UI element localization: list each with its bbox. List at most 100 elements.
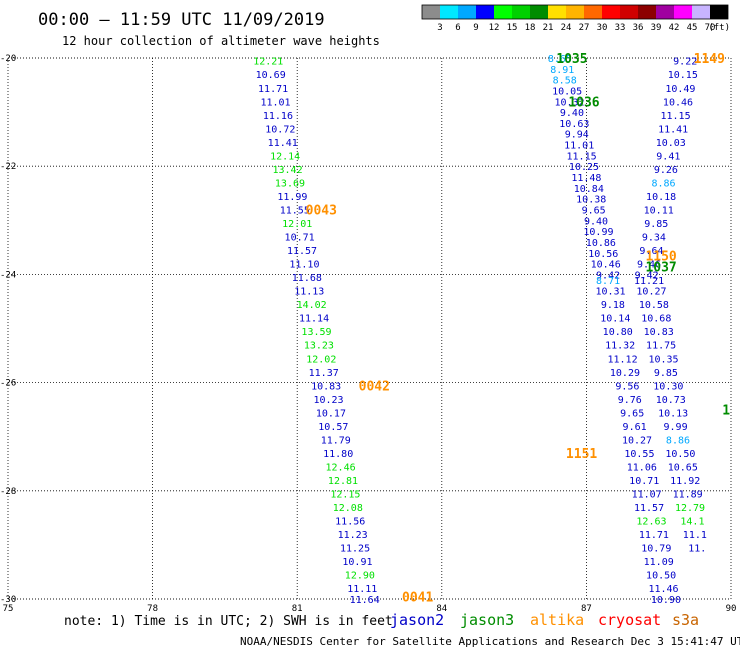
colorbar-swatch [674, 5, 692, 19]
x-tick-label: 87 [581, 604, 592, 614]
wave-height-label: 10.83 [644, 327, 674, 338]
x-tick-label: 78 [147, 604, 158, 614]
wave-height-label: 9.99 [664, 422, 688, 433]
wave-height-label: 12.90 [345, 571, 375, 582]
wave-height-label: 12.46 [326, 462, 356, 473]
wave-height-label: 9.46 [637, 260, 661, 271]
wave-height-label: 10.68 [641, 314, 671, 325]
wave-height-label: 9.41 [656, 151, 680, 162]
colorbar-swatch [422, 5, 440, 19]
wave-height-label: 11.16 [263, 111, 293, 122]
wave-height-label: 10.57 [318, 422, 348, 433]
wave-height-label: 10.71 [285, 233, 315, 244]
wave-height-label: 11.06 [627, 462, 657, 473]
wave-height-label: 13.69 [275, 178, 305, 189]
satellite-legend: jason2 jason3 altika cryosat s3a [390, 611, 699, 629]
wave-height-label: 9.42 [635, 270, 659, 281]
wave-height-label: 11.92 [670, 476, 700, 487]
wave-height-label: 11.37 [309, 368, 339, 379]
wave-height-label: 10.91 [342, 557, 372, 568]
wave-height-label: 11.11 [347, 584, 377, 595]
wave-height-label: 10.32 [554, 97, 584, 108]
colorbar-label: 70 [705, 23, 716, 33]
wave-height-label: 12.01 [282, 219, 312, 230]
pass-time-label: 1 [722, 404, 730, 419]
wave-height-label: 12.81 [328, 476, 358, 487]
colorbar-label: 6 [455, 23, 460, 33]
y-tick-label: -20 [0, 54, 16, 64]
wave-height-label: 9.42 [596, 270, 620, 281]
wave-height-label: 8.58 [553, 76, 577, 87]
wave-height-label: 10.30 [653, 381, 683, 392]
y-tick-label: -24 [0, 270, 16, 280]
pass-time-label: 0043 [306, 203, 337, 218]
wave-height-label: 11.71 [258, 84, 288, 95]
wave-height-label: 13.23 [304, 341, 334, 352]
wave-height-label: 11.64 [350, 595, 380, 606]
colorbar-label: 33 [615, 23, 626, 33]
wave-height-label: 10.83 [311, 381, 341, 392]
colorbar-label: 30 [597, 23, 608, 33]
wave-height-label: 11.89 [673, 490, 703, 501]
colorbar-swatch [692, 5, 710, 19]
wave-height-label: 10.27 [622, 435, 652, 446]
satellite-legend-entry: jason3 [460, 611, 514, 629]
wave-height-label: 8.65 [548, 54, 572, 65]
wave-height-label: 11.46 [648, 584, 678, 595]
wave-height-label: 10.65 [668, 462, 698, 473]
colorbar-label: 45 [687, 23, 698, 33]
wave-height-label: 11.21 [634, 276, 664, 287]
wave-height-label: 11.01 [260, 97, 290, 108]
wave-height-label: 11.57 [634, 503, 664, 514]
colorbar-swatch [602, 5, 620, 19]
wave-height-label: 11.15 [567, 151, 597, 162]
wave-height-label: 11.32 [605, 341, 635, 352]
wave-height-label: 11.09 [644, 557, 674, 568]
y-tick-label: -22 [0, 162, 16, 172]
wave-height-label: 11.41 [268, 138, 298, 149]
colorbar-label: 12 [489, 23, 500, 33]
wave-height-label: 9.65 [620, 408, 644, 419]
wave-height-label: 13.59 [301, 327, 331, 338]
wave-height-label: 12.08 [333, 503, 363, 514]
colorbar-label: 24 [561, 23, 572, 33]
wave-height-label: 12.63 [636, 517, 666, 528]
x-tick-label: 75 [3, 604, 14, 614]
wave-height-label: 9.65 [582, 205, 606, 216]
wave-height-label: 14.02 [297, 300, 327, 311]
x-tick-label: 90 [726, 604, 737, 614]
colorbar-swatch [476, 5, 494, 19]
wave-height-label: 11.75 [646, 341, 676, 352]
wave-height-label: 9.85 [644, 219, 668, 230]
wave-height-label: 9.40 [560, 108, 584, 119]
colorbar-label: 9 [473, 23, 478, 33]
wave-height-label: 10.69 [256, 70, 286, 81]
wave-height-label: 10.38 [576, 195, 606, 206]
wave-height-label: 9.18 [601, 300, 625, 311]
x-tick-label: 84 [436, 604, 447, 614]
wave-height-label: 10.58 [639, 300, 669, 311]
wave-height-label: 10.14 [600, 314, 630, 325]
colorbar-swatch [530, 5, 548, 19]
satellite-legend-entry: altika [530, 611, 584, 629]
wave-height-label: 10.79 [641, 544, 671, 555]
wave-height-label: 9.85 [654, 368, 678, 379]
wave-height-label: 12.79 [675, 503, 705, 514]
wave-height-label: 11.23 [338, 530, 368, 541]
colorbar-swatch [512, 5, 530, 19]
wave-height-points: 12.21 10.69 11.71 11.01 11.16 10.72 11.41 12.14… [253, 54, 707, 606]
wave-height-label: 10.63 [559, 119, 589, 130]
wave-height-label: 9.94 [565, 130, 589, 141]
colorbar-label: 15 [507, 23, 518, 33]
footer-credit: NOAA/NESDIS Center for Satellite Applica… [240, 635, 740, 648]
wave-height-label: 11.79 [321, 435, 351, 446]
wave-height-label: 12.14 [270, 151, 300, 162]
wave-height-label: 11.1 [683, 530, 707, 541]
wave-height-label: 10.50 [665, 449, 695, 460]
wave-height-label: 10.73 [656, 395, 686, 406]
wave-height-label: 11.25 [340, 544, 370, 555]
wave-height-label: 11.48 [571, 173, 601, 184]
wave-height-label: 10.46 [663, 97, 693, 108]
colorbar-swatch [548, 5, 566, 19]
